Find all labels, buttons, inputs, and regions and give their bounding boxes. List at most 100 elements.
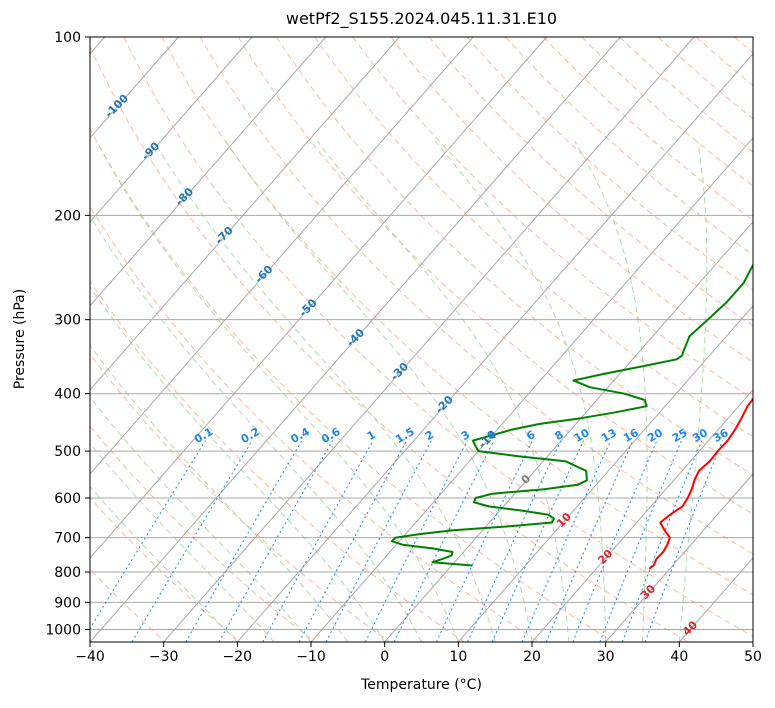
mixing-ratio-label: 2	[423, 428, 436, 443]
x-tick-label: 40	[670, 649, 688, 665]
x-tick-label: −40	[75, 649, 105, 665]
mixing-ratio-label: 0.6	[319, 425, 343, 446]
mixing-ratio-label: 0.2	[239, 425, 262, 446]
y-tick-label: 1000	[45, 622, 81, 638]
x-tick-label: 50	[744, 649, 762, 665]
dry-adiabat	[543, 37, 753, 221]
y-tick-label: 600	[54, 491, 81, 507]
y-tick-label: 800	[54, 565, 81, 581]
isotherm-line	[678, 557, 753, 642]
isotherm-line	[90, 37, 179, 139]
dry-adiabat	[657, 37, 753, 120]
mixing-ratio-line	[644, 440, 723, 642]
y-tick-label: 400	[54, 387, 81, 403]
isotherm-line	[90, 37, 327, 307]
moist-adiabat	[225, 141, 533, 642]
mixing-ratio-line	[262, 440, 374, 642]
isotherm-line	[90, 37, 474, 475]
isotherm-line	[752, 641, 753, 642]
mixing-ratio-line	[90, 440, 206, 630]
dry-adiabat	[199, 37, 753, 555]
dry-adiabat	[237, 37, 753, 515]
moist-adiabat	[678, 141, 708, 642]
isotherm-line	[90, 37, 106, 55]
mixing-ratio-label: 13	[599, 426, 619, 445]
isotherm-line	[90, 37, 548, 559]
x-tick-label: 10	[449, 649, 467, 665]
dry-adiabat	[90, 425, 316, 642]
chart-title: wetPf2_S155.2024.045.11.31.E10	[285, 9, 558, 28]
isotherm-line	[163, 37, 695, 642]
dry-adiabat	[90, 280, 465, 642]
y-tick-label: 500	[54, 444, 81, 460]
isotherm-line	[90, 37, 621, 642]
mixing-ratio-line	[325, 440, 432, 642]
mixing-ratio-label: 0.1	[192, 425, 215, 446]
y-tick-label: 300	[54, 313, 81, 329]
x-tick-label: 0	[380, 649, 389, 665]
y-tick-label: 900	[54, 595, 81, 611]
x-tick-label: −20	[223, 649, 253, 665]
mixing-ratio-label: 6	[524, 428, 537, 443]
dry-adiabat	[466, 37, 753, 291]
isotherm-line	[90, 37, 253, 223]
mixing-ratio-line	[572, 440, 658, 642]
isotherm-line	[531, 389, 753, 642]
isotherm-line	[457, 305, 753, 642]
mixing-ratio-label: 1.5	[393, 425, 416, 446]
isotherm-line	[236, 53, 753, 642]
mixing-ratio-label: 16	[621, 426, 641, 445]
moist-adiabat	[90, 344, 349, 642]
mixing-ratio-line	[521, 440, 612, 642]
plot-area: 0.1 0.2 0.4 0.6 1 1.5 2 3 4 6 8 10 13 16 20 25 30 36-100-…	[0, 37, 753, 642]
mixing-ratio-label: 25	[670, 426, 690, 445]
moist-adiabat	[153, 141, 496, 642]
mixing-ratio-line	[467, 440, 562, 642]
mixing-ratio-label: 8	[553, 428, 566, 443]
dry-adiabat	[352, 37, 753, 400]
isotherm-line	[605, 473, 753, 642]
isotherm-line	[0, 37, 31, 642]
dry-adiabat	[90, 353, 390, 642]
mixing-ratio-label: 0.4	[288, 425, 312, 446]
mixing-ratio-line	[491, 440, 585, 642]
dry-adiabat	[276, 37, 753, 476]
mixing-ratio-line	[621, 440, 703, 642]
mixing-ratio-line	[599, 440, 682, 642]
dry-adiabat	[695, 37, 753, 87]
mixing-ratio-line	[435, 440, 533, 642]
dry-adiabat	[161, 37, 753, 596]
mixing-ratio-label: 1	[365, 428, 378, 443]
plot-frame	[89, 36, 754, 643]
mixing-ratio-line	[218, 440, 334, 642]
dry-adiabat	[123, 37, 753, 637]
isotherm-line	[90, 37, 400, 391]
mixing-ratio-line	[298, 440, 408, 642]
y-tick-label: 100	[54, 30, 81, 46]
dry-adiabat	[90, 205, 540, 642]
x-tick-label: −10	[296, 649, 326, 665]
x-axis-label: Temperature (°C)	[361, 677, 482, 693]
x-tick-label: 30	[597, 649, 615, 665]
mixing-ratio-label: 20	[645, 426, 665, 445]
dry-adiabat	[90, 568, 166, 642]
temperature-profile-line	[648, 397, 753, 570]
y-tick-label: 700	[54, 531, 81, 547]
mixing-ratio-label: 36	[711, 426, 731, 445]
mixing-ratio-line	[364, 440, 468, 642]
isotherm-line	[384, 221, 753, 642]
dry-adiabat	[90, 496, 241, 642]
x-tick-label: −30	[149, 649, 179, 665]
mixing-ratio-line	[131, 440, 253, 642]
dry-adiabat	[314, 37, 753, 438]
isotherm-line	[310, 137, 753, 642]
dry-adiabat	[619, 37, 753, 153]
dry-adiabat	[390, 37, 753, 363]
dewpoint-profile-line	[390, 262, 753, 567]
dry-adiabat	[90, 45, 689, 642]
dry-adiabat	[734, 37, 753, 54]
moist-adiabat	[90, 485, 238, 642]
moist-adiabat	[435, 140, 607, 642]
